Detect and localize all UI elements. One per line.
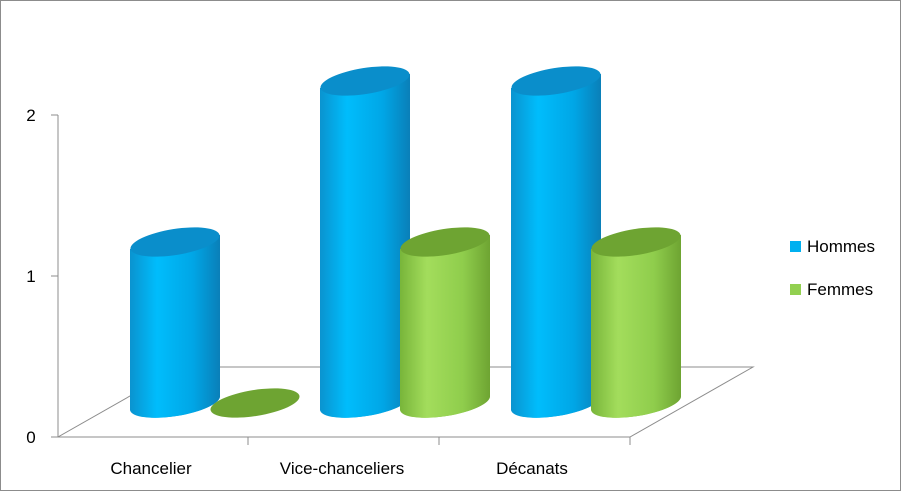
bar-femmes-2-top	[591, 227, 681, 257]
y-tick-label: 1	[26, 267, 35, 286]
bar-femmes-1-body	[400, 235, 491, 418]
legend-label-femmes: Femmes	[807, 280, 873, 299]
y-tick-label: 2	[26, 106, 35, 125]
bar-hommes-1-body	[320, 74, 411, 418]
bar-hommes-0-top	[130, 227, 220, 257]
x-category-label: Vice-chanceliers	[280, 459, 404, 478]
bar-hommes-0	[130, 227, 221, 418]
legend: Hommes Femmes	[790, 237, 875, 299]
bar-femmes-1	[400, 227, 491, 418]
bar-hommes-0-body	[130, 235, 221, 418]
legend-swatch-hommes	[790, 241, 801, 252]
bars-group	[130, 66, 682, 418]
x-category-label: Chancelier	[110, 459, 192, 478]
bar-femmes-1-top	[400, 227, 490, 257]
bar-hommes-2	[511, 66, 602, 418]
bar-hommes-2-top	[511, 66, 601, 96]
x-category-label: Décanats	[496, 459, 568, 478]
bar-hommes-1	[320, 66, 411, 418]
bar-femmes-2	[591, 227, 682, 418]
legend-swatch-femmes	[790, 284, 801, 295]
bar-femmes-2-body	[591, 235, 682, 418]
y-tick-label: 0	[26, 428, 35, 447]
bar-hommes-2-body	[511, 74, 602, 418]
legend-label-hommes: Hommes	[807, 237, 875, 256]
bar-hommes-1-top	[320, 66, 410, 96]
bar-femmes-0	[210, 388, 300, 418]
